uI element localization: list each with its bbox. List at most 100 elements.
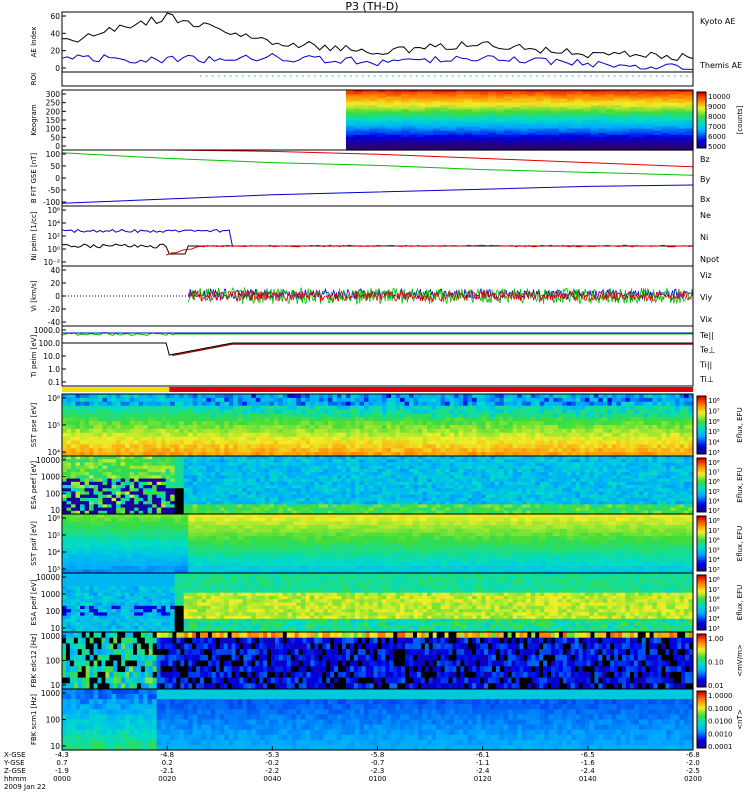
spectro-cell: [598, 417, 604, 422]
spectro-cell: [197, 417, 203, 422]
spectro-cell: [527, 115, 536, 119]
spectro-cell: [416, 137, 426, 140]
spectro-cell: [634, 394, 640, 399]
spectro-cell: [353, 135, 363, 138]
spectro-cell: [314, 409, 320, 414]
spectro-cell: [391, 413, 397, 418]
spectro-cell: [424, 145, 434, 149]
spectro-cell: [138, 397, 144, 403]
spectro-cell: [503, 124, 513, 128]
spectro-cell: [369, 90, 379, 93]
spectro-cell: [674, 436, 681, 442]
spectro-cell: [409, 102, 418, 106]
spectro-cell: [432, 115, 442, 119]
spectro-cell: [125, 394, 131, 399]
spectro-cell: [643, 428, 649, 434]
spectro-cell: [183, 436, 189, 442]
spectro-cell: [116, 448, 122, 453]
spectro-cell: [116, 401, 122, 407]
spectro-cell: [152, 440, 158, 445]
spectro-cell: [89, 444, 95, 449]
spectro-cell: [519, 96, 528, 100]
spectro-cell: [269, 409, 275, 414]
spectro-cell: [260, 432, 266, 438]
spectro-cell: [363, 444, 370, 449]
spectro-cell: [219, 417, 225, 422]
spectro-cell: [273, 397, 279, 403]
spectro-cell: [544, 397, 550, 403]
spectro-cell: [589, 428, 595, 434]
spectro-cell: [116, 394, 122, 399]
spectro-cell: [607, 440, 613, 445]
spectro-cell: [120, 413, 126, 418]
spectro-cell: [361, 126, 371, 130]
spectro-cell: [487, 135, 497, 138]
spectro-cell: [527, 117, 536, 121]
spectro-cell: [593, 417, 599, 422]
spectro-cell: [361, 145, 371, 149]
spectro-cell: [404, 436, 410, 442]
spectro-cell: [98, 432, 104, 438]
spectro-cell: [652, 413, 658, 418]
spectro-cell: [116, 436, 122, 442]
spectro-cell: [386, 436, 392, 442]
spectro-cell: [369, 115, 379, 119]
spectro-cell: [535, 98, 544, 102]
spectro-cell: [152, 444, 158, 449]
spectro-cell: [422, 413, 428, 418]
spectro-cell: [424, 137, 434, 140]
spectro-cell: [511, 92, 521, 95]
spectro-cell: [291, 417, 297, 422]
spectro-cell: [431, 409, 437, 414]
spectro-cell: [427, 409, 433, 414]
spectro-cell: [393, 115, 402, 119]
spectro-cell: [670, 425, 676, 430]
spectro-cell: [598, 409, 604, 414]
spectro-cell: [404, 417, 410, 422]
spectro-cell: [551, 98, 560, 102]
spectro-cell: [665, 448, 672, 453]
spectro-cell: [665, 440, 672, 445]
spectro-cell: [71, 432, 77, 438]
spectro-cell: [499, 436, 505, 442]
spectro-cell: [661, 440, 667, 445]
spectro-cell: [575, 428, 581, 434]
spectro-cell: [111, 432, 117, 438]
spectro-cell: [590, 105, 599, 108]
spectro-cell: [385, 124, 394, 128]
spectro-cell: [188, 417, 194, 422]
spectro-cell: [562, 448, 568, 453]
spectro-cell: [305, 436, 311, 442]
spectro-cell: [614, 128, 623, 132]
spectro-cell: [629, 425, 636, 430]
spectro-cell: [606, 96, 615, 100]
spectro-cell: [305, 413, 311, 418]
spectro-cell: [566, 126, 576, 130]
spectro-cell: [377, 98, 386, 102]
spectro-cell: [278, 436, 284, 442]
spectro-cell: [98, 448, 104, 453]
spectro-cell: [359, 440, 365, 445]
spectro-cell: [598, 401, 604, 407]
spectro-cell: [503, 135, 513, 138]
spectro-cell: [593, 432, 599, 438]
spectro-cell: [512, 401, 518, 407]
spectro-cell: [206, 401, 212, 407]
spectro-cell: [464, 94, 473, 98]
spectro-cell: [84, 397, 90, 403]
spectro-cell: [300, 417, 306, 422]
spectro-cell: [431, 397, 437, 403]
spectro-cell: [480, 128, 489, 132]
spectro-cell: [219, 394, 225, 399]
spectro-cell: [318, 417, 325, 422]
spectro-cell: [404, 448, 410, 453]
spectro-cell: [215, 440, 221, 445]
spectro-cell: [519, 90, 528, 93]
spectro-cell: [440, 113, 450, 117]
spectro-cell: [395, 428, 401, 434]
spectro-cell: [228, 428, 234, 434]
spectro-cell: [480, 102, 489, 106]
spectro-cell: [314, 428, 320, 434]
spectro-cell: [481, 401, 487, 407]
spectro-cell: [323, 444, 329, 449]
